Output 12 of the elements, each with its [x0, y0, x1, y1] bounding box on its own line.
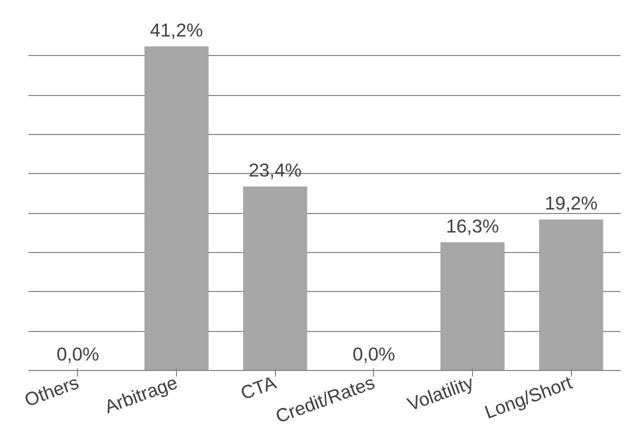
bar [144, 46, 209, 370]
bar [440, 242, 505, 370]
data-label: 16,3% [446, 215, 499, 236]
bar [539, 219, 604, 370]
x-tick-label: CTA [238, 371, 280, 404]
x-tick-label: Volatility [404, 371, 477, 415]
data-label: 19,2% [544, 192, 598, 214]
data-label: 41,2% [150, 19, 203, 40]
data-label: 0,0% [352, 344, 396, 364]
x-tick-label: Others [22, 372, 82, 411]
data-label: 0,0% [56, 344, 100, 364]
bar [243, 186, 308, 370]
